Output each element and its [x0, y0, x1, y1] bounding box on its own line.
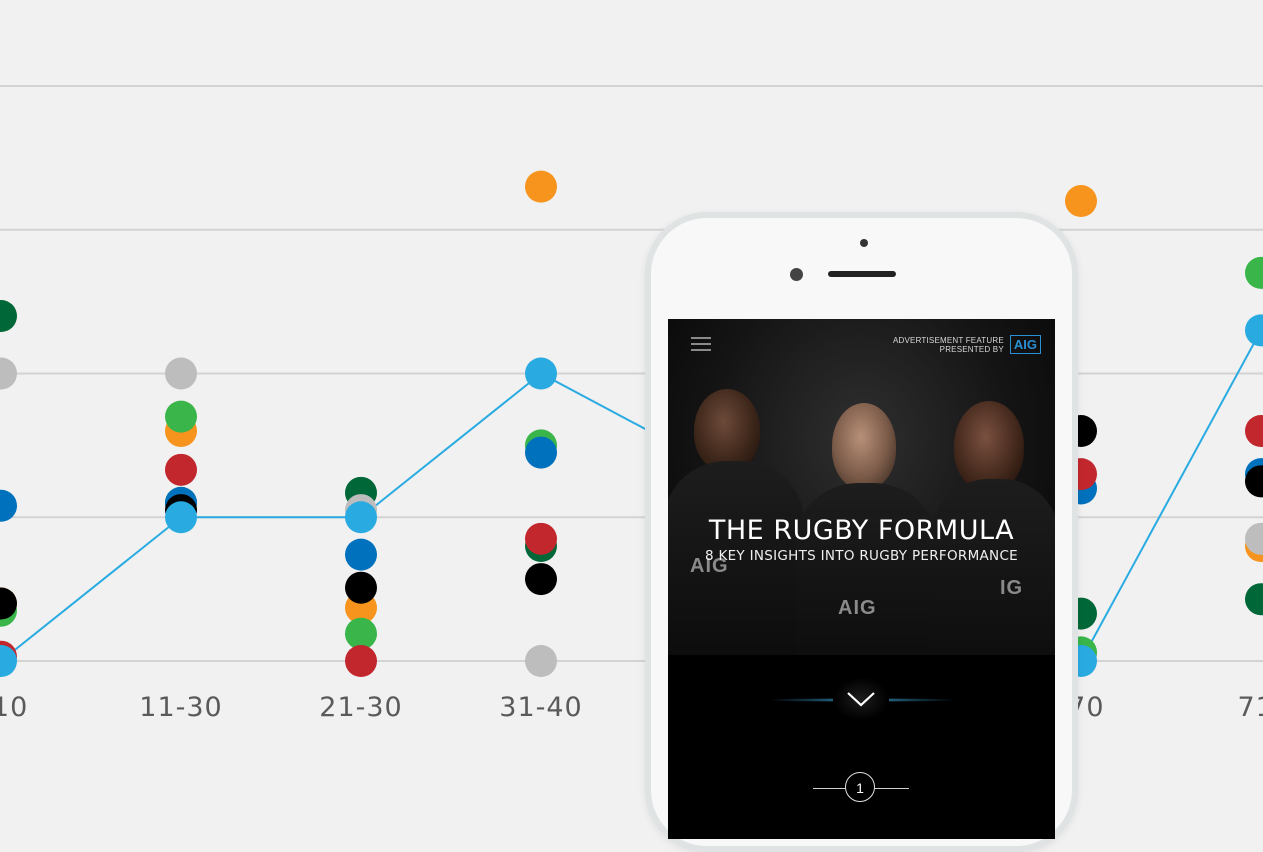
- data-point: [165, 357, 197, 390]
- data-point: [0, 645, 17, 677]
- data-point: [345, 571, 377, 604]
- hero-section: AIG AIG IG ADVERTISEMENT FEATURE PRESENT…: [668, 319, 1055, 655]
- data-point: [165, 453, 197, 486]
- data-point: [1065, 185, 1097, 217]
- x-tick-label: 31-40: [499, 692, 582, 723]
- data-point: [345, 538, 377, 571]
- data-point: [525, 645, 557, 677]
- data-point: [0, 587, 17, 620]
- series-line: [0, 329, 1262, 663]
- data-point: [525, 357, 557, 390]
- player-right-image: [930, 397, 1055, 655]
- x-tick-label: 71-: [1237, 692, 1263, 723]
- data-point: [165, 400, 197, 433]
- x-tick-label: 21-30: [319, 692, 402, 723]
- advertisement-text: ADVERTISEMENT FEATURE PRESENTED BY: [893, 336, 1004, 354]
- jersey-logo-left: AIG: [690, 555, 729, 577]
- hero-subtitle: 8 KEY INSIGHTS INTO RUGBY PERFORMANCE: [704, 548, 1019, 564]
- data-point: [525, 563, 557, 596]
- data-point: [1245, 583, 1263, 616]
- ad-line-2: PRESENTED BY: [939, 344, 1004, 354]
- hero-title: THE RUGBY FORMULA: [708, 515, 1015, 546]
- data-point: [345, 617, 377, 650]
- player-center-image: [796, 403, 936, 655]
- data-point: [0, 489, 17, 522]
- phone-mockup: AIG AIG IG ADVERTISEMENT FEATURE PRESENT…: [645, 212, 1078, 852]
- data-point: [345, 645, 377, 677]
- aig-logo[interactable]: AIG: [1009, 335, 1041, 354]
- series-connector-line: [0, 329, 1262, 663]
- section-number-badge[interactable]: 1: [845, 772, 875, 802]
- ad-line-1: ADVERTISEMENT FEATURE: [892, 335, 1004, 345]
- data-point: [525, 522, 557, 555]
- data-point: [525, 436, 557, 469]
- player-left-image: [668, 379, 804, 655]
- data-point: [1245, 314, 1263, 347]
- data-point: [0, 357, 17, 390]
- proximity-sensor: [860, 239, 868, 247]
- data-point: [1245, 415, 1263, 447]
- jersey-logo-right: IG: [1000, 577, 1024, 599]
- data-point: [1245, 256, 1263, 289]
- chevron-down-icon: [847, 692, 875, 707]
- data-point: [0, 300, 17, 332]
- x-tick-label: 010: [0, 692, 28, 723]
- jersey-logo-center: AIG: [838, 597, 877, 619]
- data-point: [1245, 465, 1263, 498]
- data-point: [165, 501, 197, 534]
- earpiece-speaker: [828, 271, 896, 277]
- front-camera: [790, 268, 803, 281]
- data-points: [0, 170, 1263, 677]
- scroll-section: 1: [668, 655, 1055, 839]
- data-point: [1245, 522, 1263, 555]
- scroll-down-button[interactable]: [833, 677, 889, 721]
- phone-screen: AIG AIG IG ADVERTISEMENT FEATURE PRESENT…: [668, 319, 1055, 839]
- data-point: [525, 170, 557, 203]
- data-point: [345, 501, 377, 534]
- x-tick-label: 11-30: [139, 692, 222, 723]
- advertisement-banner: ADVERTISEMENT FEATURE PRESENTED BY AIG: [893, 335, 1041, 354]
- hamburger-menu-icon[interactable]: [691, 337, 711, 353]
